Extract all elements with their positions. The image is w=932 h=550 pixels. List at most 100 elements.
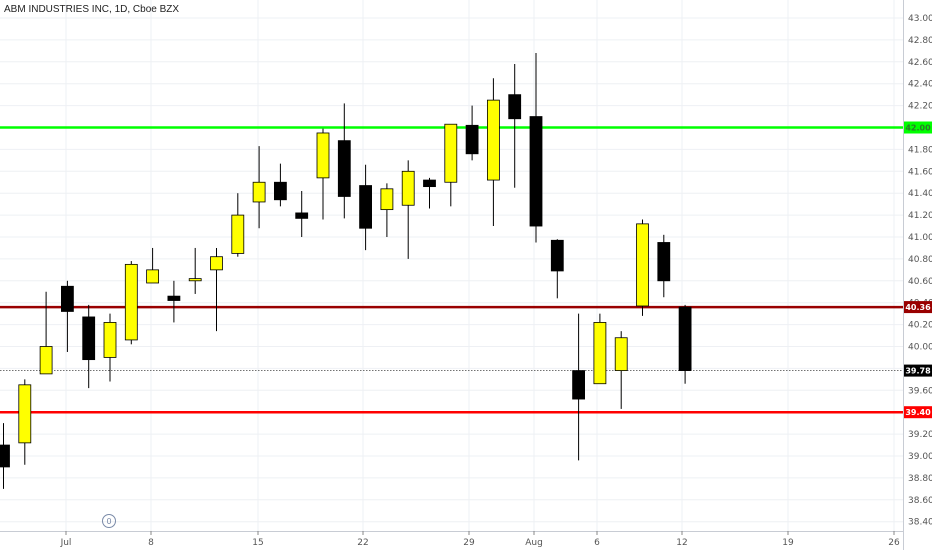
candle[interactable] <box>124 261 138 345</box>
y-tick-label: 41.20 <box>908 211 932 221</box>
y-tick-label: 41.40 <box>908 189 932 199</box>
candle-body <box>0 444 10 468</box>
candle-body <box>82 316 96 361</box>
price-badge <box>904 301 932 314</box>
candle-body <box>210 256 223 271</box>
candle-body <box>337 140 351 197</box>
price-badge <box>904 364 932 377</box>
candle[interactable] <box>486 78 500 227</box>
candle-body <box>423 179 436 188</box>
candle[interactable] <box>529 53 543 243</box>
candle[interactable] <box>0 423 10 489</box>
candle-body <box>273 181 287 201</box>
candles <box>0 53 692 489</box>
candle-body <box>678 306 692 371</box>
candle[interactable] <box>423 177 436 209</box>
y-tick-label: 39.00 <box>908 452 932 462</box>
candle[interactable] <box>231 193 245 257</box>
candle[interactable] <box>252 146 266 229</box>
candle[interactable] <box>167 280 181 323</box>
price-badge-label: 39.78 <box>905 367 931 376</box>
y-tick-label: 43.00 <box>908 14 932 24</box>
candle-body <box>231 214 245 254</box>
candle-body <box>252 181 266 203</box>
candle[interactable] <box>316 128 330 220</box>
candle-body <box>550 239 564 272</box>
y-tick-label: 39.60 <box>908 386 932 396</box>
y-tick-label: 40.00 <box>908 343 932 353</box>
y-tick-label: 39.20 <box>908 430 932 440</box>
y-tick-label: 38.40 <box>908 518 932 528</box>
candle[interactable] <box>82 304 96 389</box>
candle-body <box>295 212 309 219</box>
candle-body <box>401 170 415 206</box>
candle-body <box>359 185 373 229</box>
candle[interactable] <box>657 234 671 298</box>
x-tick-label: 15 <box>252 538 263 548</box>
candle-body <box>18 384 32 444</box>
y-tick-label: 38.60 <box>908 496 932 506</box>
candle[interactable] <box>465 105 479 161</box>
price-badge <box>904 406 932 419</box>
y-tick-label: 42.40 <box>908 80 932 90</box>
y-tick-label: 38.80 <box>908 474 932 484</box>
candle[interactable] <box>18 379 32 465</box>
candle[interactable] <box>636 219 649 316</box>
candle[interactable] <box>593 313 607 385</box>
candle[interactable] <box>103 313 117 382</box>
y-tick-label: 41.80 <box>908 145 932 155</box>
price-badge-label: 40.36 <box>905 303 931 312</box>
candle-body <box>486 99 500 181</box>
y-tick-label: 41.00 <box>908 233 932 243</box>
candle-body <box>657 242 671 282</box>
price-badge <box>904 121 932 134</box>
candle-body <box>465 124 479 155</box>
y-tick-label: 40.60 <box>908 277 932 287</box>
candle[interactable] <box>273 163 287 207</box>
y-tick-label: 42.60 <box>908 58 932 68</box>
candle-body <box>614 337 628 371</box>
y-tick-label: 42.80 <box>908 36 932 46</box>
y-tick-label: 40.80 <box>908 255 932 265</box>
candle-body <box>124 263 138 341</box>
x-tick-label: 26 <box>888 538 900 548</box>
candle[interactable] <box>678 304 692 384</box>
x-tick-label: 12 <box>676 538 687 548</box>
chart-title: ABM INDUSTRIES INC, 1D, Cboe BZX <box>4 4 180 15</box>
candle[interactable] <box>444 123 458 207</box>
candle[interactable] <box>401 160 415 259</box>
candle[interactable] <box>61 280 74 352</box>
candle-body <box>444 123 458 183</box>
candle-body <box>146 269 160 284</box>
candle-body <box>103 322 117 358</box>
candle[interactable] <box>337 103 351 219</box>
x-tick-label: 22 <box>357 538 368 548</box>
x-tick-label: 6 <box>594 538 600 548</box>
y-tick-label: 40.20 <box>908 321 932 331</box>
candle-body <box>188 278 202 282</box>
candle-body <box>529 116 543 227</box>
candle-body <box>593 322 607 385</box>
candle-body <box>39 346 53 375</box>
candle[interactable] <box>572 313 585 461</box>
candle[interactable] <box>295 191 309 237</box>
y-tick-label: 42.20 <box>908 102 932 112</box>
candle[interactable] <box>146 247 160 284</box>
candle-body <box>572 370 585 400</box>
candle[interactable] <box>550 239 564 299</box>
candle-body <box>636 223 649 307</box>
candle[interactable] <box>210 247 223 332</box>
x-tick-label: Aug <box>525 538 543 548</box>
candle[interactable] <box>359 164 373 251</box>
candle[interactable] <box>508 63 522 188</box>
candle[interactable] <box>380 183 394 237</box>
candle-body <box>380 188 394 211</box>
dividend-marker[interactable]: 0 <box>102 514 116 528</box>
candle[interactable] <box>39 291 53 375</box>
candle[interactable] <box>614 331 628 409</box>
candle-body <box>61 285 74 312</box>
x-tick-label: 19 <box>782 538 794 548</box>
candle[interactable] <box>188 247 202 294</box>
candle-body <box>167 295 181 301</box>
